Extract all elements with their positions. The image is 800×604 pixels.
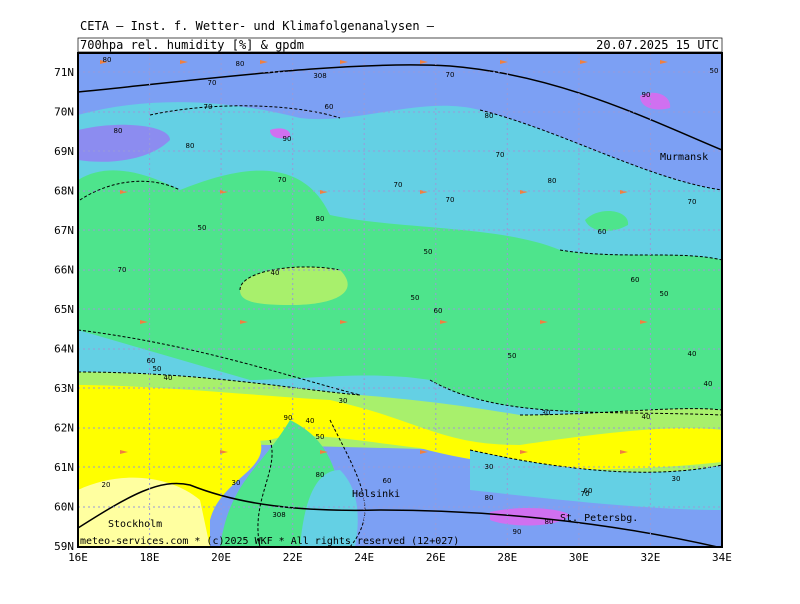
contour-label: 308 [272, 511, 285, 519]
contour-label: 80 [485, 112, 494, 120]
contour-label: 40 [642, 413, 651, 421]
contour-label: 40 [306, 417, 315, 425]
contour-label: 80 [316, 215, 325, 223]
lon-label: 22E [283, 551, 303, 564]
lon-label: 20E [211, 551, 231, 564]
lat-label: 60N [54, 501, 74, 514]
header-product: 700hpa rel. humidity [%] & gpdm [80, 38, 304, 52]
lat-label: 61N [54, 461, 74, 474]
contour-label: 30 [232, 479, 241, 487]
contour-label: 40 [688, 350, 697, 358]
lon-axis: 16E 18E 20E 22E 24E 26E 28E 30E 32E 34E [68, 551, 732, 564]
contour-label: 70 [446, 196, 455, 204]
contour-label: 90 [642, 91, 651, 99]
contour-label: 90 [283, 135, 292, 143]
lat-axis: 71N 70N 69N 68N 67N 66N 65N 64N 63N 62N 61N 60N 59N [54, 66, 74, 553]
contour-label: 60 [584, 487, 593, 495]
lat-label: 67N [54, 224, 74, 237]
lat-label: 70N [54, 106, 74, 119]
lon-label: 16E [68, 551, 88, 564]
humidity-field [78, 53, 722, 547]
place-label: St. Petersbg. [560, 513, 638, 524]
contour-label: 70 [688, 198, 697, 206]
contour-label: 30 [542, 409, 551, 417]
lon-label: 28E [497, 551, 517, 564]
contour-label: 60 [325, 103, 334, 111]
contour-label: 30 [485, 463, 494, 471]
contour-label: 30 [672, 475, 681, 483]
lat-label: 68N [54, 185, 74, 198]
contour-label: 70 [394, 181, 403, 189]
lat-label: 59N [54, 540, 74, 553]
contour-label: 70 [496, 151, 505, 159]
contour-label: 80 [316, 471, 325, 479]
place-label: Stockholm [108, 519, 162, 530]
lat-label: 62N [54, 422, 74, 435]
contour-label: 70 [118, 266, 127, 274]
contour-label: 20 [102, 481, 111, 489]
contour-label: 60 [598, 228, 607, 236]
header-valid: 20.07.2025 15 UTC [596, 38, 719, 52]
contour-label: 50 [198, 224, 207, 232]
contour-label: 80 [236, 60, 245, 68]
grid [78, 53, 722, 547]
contour-label: 60 [631, 276, 640, 284]
contour-label: 50 [508, 352, 517, 360]
contour-label: 50 [424, 248, 433, 256]
contour-label: 70 [208, 79, 217, 87]
contour-label: 80 [548, 177, 557, 185]
contour-label: 50 [316, 433, 325, 441]
contour-label: 90 [284, 414, 293, 422]
contour-label: 60 [383, 477, 392, 485]
contour-label: 80 [103, 56, 112, 64]
contour-label: 60 [147, 357, 156, 365]
lat-label: 65N [54, 303, 74, 316]
contour-label: 40 [164, 374, 173, 382]
contour-label: 60 [434, 307, 443, 315]
lon-label: 26E [426, 551, 446, 564]
lat-label: 66N [54, 264, 74, 277]
place-label: Murmansk [660, 152, 708, 163]
contour-label: 50 [710, 67, 719, 75]
contour-label: 50 [153, 365, 162, 373]
footer-credit: meteo-services.com * (c)2025 WKF * All r… [80, 536, 459, 547]
contour-label: 80 [186, 142, 195, 150]
lat-label: 64N [54, 343, 74, 356]
lon-label: 18E [140, 551, 160, 564]
contour-label: 80 [485, 494, 494, 502]
contour-label: 50 [411, 294, 420, 302]
contour-label: 90 [513, 528, 522, 536]
map-frame [77, 52, 723, 548]
header-source: CETA – Inst. f. Wetter- und Klimafolgena… [80, 19, 435, 33]
contour-label: 80 [114, 127, 123, 135]
lon-label: 24E [354, 551, 374, 564]
contour-label: 40 [704, 380, 713, 388]
lon-label: 34E [712, 551, 732, 564]
lat-label: 71N [54, 66, 74, 79]
lon-label: 32E [640, 551, 660, 564]
lat-label: 69N [54, 145, 74, 158]
contour-label: 40 [271, 269, 280, 277]
contour-label: 30 [339, 397, 348, 405]
lat-label: 63N [54, 382, 74, 395]
contour-label: 70 [278, 176, 287, 184]
place-label: Helsinki [352, 489, 400, 500]
contour-label: 50 [660, 290, 669, 298]
contour-label: 70 [204, 103, 213, 111]
lon-label: 30E [569, 551, 589, 564]
contour-label: 308 [313, 72, 326, 80]
contour-label: 70 [581, 490, 590, 498]
contour-label: 70 [446, 71, 455, 79]
contour-label: 80 [545, 518, 554, 526]
